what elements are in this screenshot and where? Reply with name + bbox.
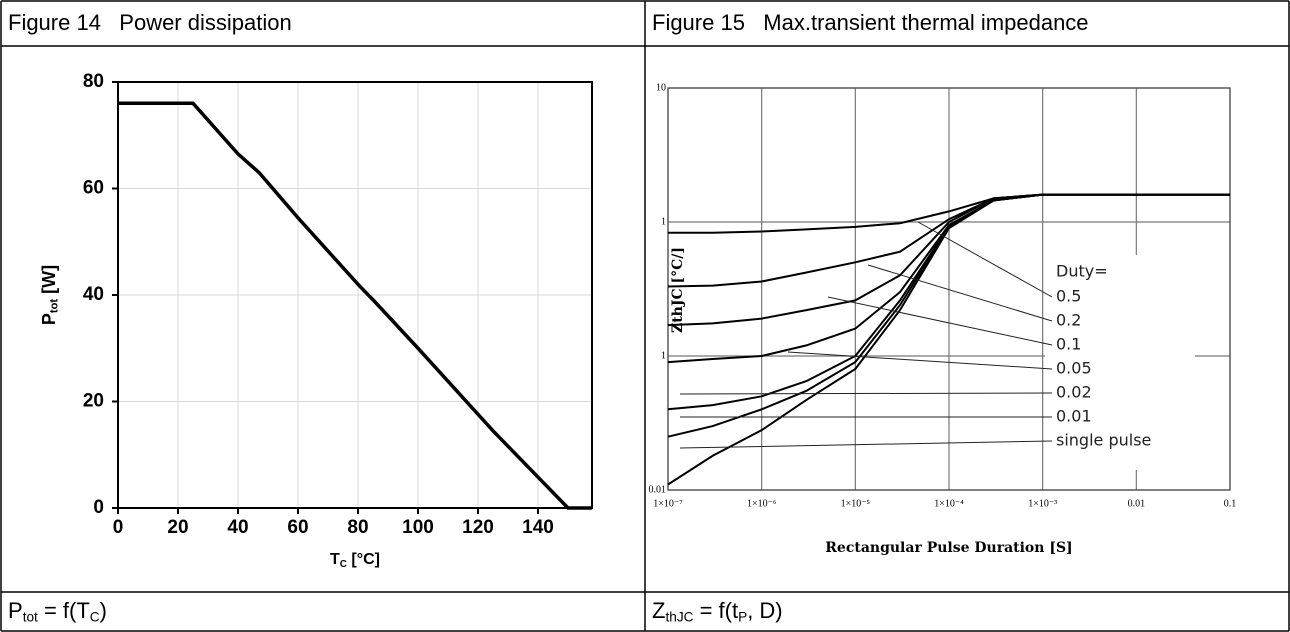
leader-line	[679, 440, 1053, 449]
legend-label: single pulse	[1056, 431, 1151, 450]
y-axis-label: Ptot [W]	[39, 265, 61, 325]
legend-label: 0.1	[1056, 335, 1081, 354]
leader-line	[827, 296, 1053, 346]
legend-label: 0.2	[1056, 311, 1081, 330]
text-run: P	[39, 313, 59, 325]
x-tick-label: 1×10⁻³	[1028, 498, 1057, 509]
x-tick-label: 0.1	[1224, 498, 1237, 509]
y-tick-label: 60	[83, 178, 104, 199]
legend-title: Duty=	[1056, 262, 1108, 281]
legend-box	[1045, 255, 1195, 470]
x-tick-label: 1×10⁻⁴	[934, 498, 964, 509]
y-tick-label: 1	[661, 216, 666, 227]
subscript: P	[738, 609, 747, 624]
subscript: tot	[23, 609, 38, 624]
legend-label: 0.02	[1056, 383, 1092, 402]
text-run: Z	[652, 598, 665, 623]
x-tick-label: 40	[227, 517, 248, 538]
legend-label: 0.05	[1056, 359, 1092, 378]
figure-title: Figure 15 Max.transient thermal impedanc…	[652, 10, 1089, 35]
data-line	[667, 193, 1230, 486]
figure-title: Figure 14 Power dissipation	[8, 10, 292, 35]
y-tick-label: 80	[83, 71, 104, 92]
y-tick-label: 0	[93, 497, 104, 518]
legend-label: 0.5	[1056, 287, 1081, 306]
leader-line	[787, 351, 1053, 370]
y-axis-label: ZthJC [°C/]	[670, 247, 686, 333]
x-tick-label: 1×10⁻⁵	[841, 498, 870, 509]
x-tick-label: 0	[113, 517, 124, 538]
leader-line	[917, 221, 1053, 298]
caption: Ptot = f(TC)	[8, 598, 107, 624]
text-run: [°C]	[347, 551, 380, 568]
text-run: P	[8, 598, 23, 623]
y-tick-label: 10	[656, 82, 666, 93]
plot-frame	[117, 81, 593, 509]
x-tick-label: 120	[462, 517, 494, 538]
text-run: T	[330, 551, 340, 568]
subscript: tot	[48, 299, 60, 314]
subscript: C	[90, 609, 100, 624]
x-axis-label: TC [°C]	[330, 551, 380, 569]
y-tick-label: 1	[661, 350, 666, 361]
x-tick-label: 80	[347, 517, 368, 538]
x-tick-label: 1×10⁻⁷	[653, 498, 683, 509]
x-tick-label: 60	[287, 517, 308, 538]
subscript: thJC	[665, 609, 693, 624]
legend-label: 0.01	[1056, 407, 1092, 426]
caption: ZthJC = f(tP, D)	[652, 598, 783, 624]
subscript: C	[340, 559, 347, 570]
x-tick-label: 1×10⁻⁶	[747, 498, 777, 509]
text-run: = f(T	[38, 598, 90, 623]
x-tick-label: 0.01	[1128, 498, 1146, 509]
y-tick-label: 20	[83, 391, 104, 412]
leader-line	[679, 392, 1053, 395]
x-tick-label: 20	[167, 517, 188, 538]
y-tick-label: 40	[83, 284, 104, 305]
x-tick-label: 100	[402, 517, 434, 538]
text-run: = f(t	[693, 598, 738, 623]
data-line	[118, 101, 592, 510]
x-tick-label: 140	[522, 517, 554, 538]
text-run: [W]	[39, 265, 59, 299]
plot-frame	[667, 87, 1231, 491]
y-tick-label: 0.01	[649, 484, 667, 495]
leader-line	[867, 264, 1053, 322]
text-run: )	[100, 598, 107, 623]
x-axis-label: Rectangular Pulse Duration [S]	[825, 540, 1072, 556]
text-run: , D)	[747, 598, 782, 623]
